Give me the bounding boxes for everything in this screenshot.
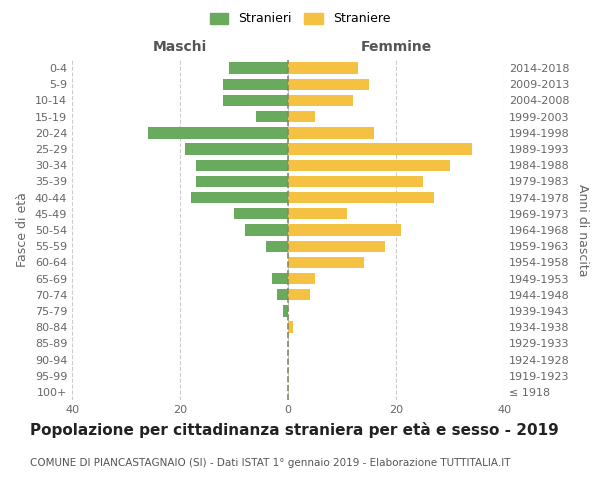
Bar xyxy=(288,144,472,154)
Text: Femmine: Femmine xyxy=(361,40,431,54)
Bar xyxy=(266,240,288,252)
Bar xyxy=(288,111,315,122)
Text: Maschi: Maschi xyxy=(153,40,207,54)
Text: COMUNE DI PIANCASTAGNAIO (SI) - Dati ISTAT 1° gennaio 2019 - Elaborazione TUTTIT: COMUNE DI PIANCASTAGNAIO (SI) - Dati IST… xyxy=(30,458,511,468)
Y-axis label: Anni di nascita: Anni di nascita xyxy=(576,184,589,276)
Bar xyxy=(185,144,288,154)
Bar xyxy=(223,95,288,106)
Bar xyxy=(288,62,358,74)
Bar xyxy=(196,160,288,171)
Bar xyxy=(256,111,288,122)
Bar xyxy=(234,208,288,220)
Bar xyxy=(288,208,347,220)
Legend: Stranieri, Straniere: Stranieri, Straniere xyxy=(206,8,394,29)
Bar xyxy=(288,240,385,252)
Bar xyxy=(288,176,423,187)
Bar xyxy=(288,256,364,268)
Bar xyxy=(288,322,293,333)
Bar xyxy=(283,306,288,316)
Bar xyxy=(288,127,374,138)
Bar xyxy=(288,224,401,235)
Bar xyxy=(288,273,315,284)
Bar xyxy=(288,95,353,106)
Bar xyxy=(288,289,310,300)
Text: Popolazione per cittadinanza straniera per età e sesso - 2019: Popolazione per cittadinanza straniera p… xyxy=(30,422,559,438)
Bar xyxy=(288,78,369,90)
Bar xyxy=(229,62,288,74)
Y-axis label: Fasce di età: Fasce di età xyxy=(16,192,29,268)
Bar xyxy=(277,289,288,300)
Bar xyxy=(223,78,288,90)
Bar xyxy=(245,224,288,235)
Bar xyxy=(288,160,450,171)
Bar xyxy=(288,192,434,203)
Bar xyxy=(272,273,288,284)
Bar xyxy=(148,127,288,138)
Bar xyxy=(191,192,288,203)
Bar xyxy=(196,176,288,187)
